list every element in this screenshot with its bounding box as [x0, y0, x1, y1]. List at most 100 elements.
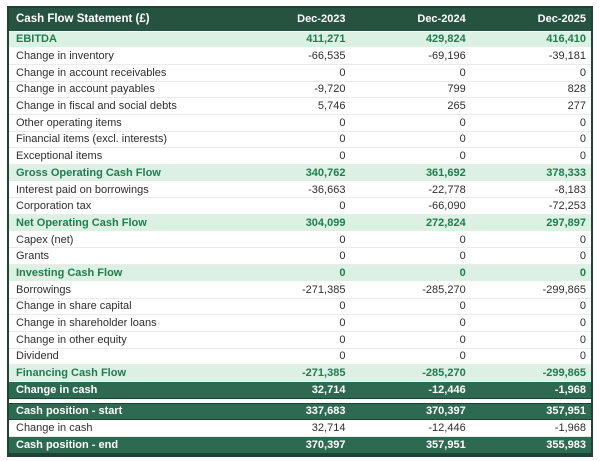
row-value: -72,253	[470, 197, 591, 216]
row-value: -12,446	[350, 419, 471, 437]
row-value: 0	[350, 64, 471, 82]
row-value: 32,714	[230, 380, 351, 399]
row-value: 0	[230, 197, 351, 216]
row-value: 0	[230, 231, 351, 249]
row-value: -1,968	[470, 419, 591, 437]
table-row: Gross Operating Cash Flow 340,762 361,692 3…	[9, 164, 591, 182]
row-value: 337,683	[230, 402, 351, 421]
row-value: -271,385	[230, 364, 351, 382]
row-value: -8,183	[470, 181, 591, 199]
row-value: -69,196	[350, 47, 471, 65]
row-label: Financing Cash Flow	[9, 364, 231, 382]
row-label: Change in share capital	[9, 298, 231, 316]
row-value: 357,951	[470, 402, 591, 421]
cash-flow-statement: Cash Flow Statement (£) Dec-2023 Dec-202…	[7, 6, 593, 457]
row-value: 357,951	[350, 436, 471, 454]
row-label: EBITDA	[9, 30, 231, 49]
row-value: 0	[230, 64, 351, 82]
row-value: 272,824	[350, 214, 471, 232]
row-label: Other operating items	[9, 114, 231, 132]
table-row: Borrowings -271,385 -285,270 -299,865	[9, 281, 591, 299]
row-value: 0	[230, 331, 351, 349]
row-value: 0	[230, 147, 351, 165]
row-label: Change in account receivables	[9, 64, 231, 82]
row-value: 0	[350, 114, 471, 132]
row-value: 0	[230, 264, 351, 282]
row-label: Borrowings	[9, 281, 231, 299]
column-header-dec-2025: Dec-2025	[470, 8, 591, 32]
row-value: 0	[230, 348, 351, 366]
row-value: 0	[230, 247, 351, 266]
section-spacer	[9, 398, 591, 404]
row-label: Investing Cash Flow	[9, 264, 231, 282]
row-value: 0	[470, 231, 591, 249]
row-value: 0	[470, 264, 591, 282]
table-row: Financial items (excl. interests) 0 0 0	[9, 131, 591, 149]
table-row: Financing Cash Flow -271,385 -285,270 -299,…	[9, 364, 591, 382]
row-value: 0	[350, 331, 471, 349]
table-row: Dividend 0 0 0	[9, 348, 591, 366]
row-value: 429,824	[350, 30, 471, 49]
table-row: Change in fiscal and social debts 5,746 26…	[9, 97, 591, 115]
row-value: 0	[350, 348, 471, 366]
row-value: -66,535	[230, 47, 351, 65]
table-row: Net Operating Cash Flow 304,099 272,824 297…	[9, 214, 591, 232]
table-row: Other operating items 0 0 0	[9, 114, 591, 132]
row-value: 304,099	[230, 214, 351, 232]
table-title: Cash Flow Statement (£)	[9, 8, 231, 32]
row-label: Change in cash	[9, 419, 231, 437]
row-value: 265	[350, 97, 471, 115]
row-value: 355,983	[470, 436, 591, 454]
row-value: 0	[230, 298, 351, 316]
row-value: -285,270	[350, 364, 471, 382]
row-value: 0	[350, 147, 471, 165]
row-value: -299,865	[470, 364, 591, 382]
row-value: 416,410	[470, 30, 591, 49]
row-value: 297,897	[470, 214, 591, 232]
row-label: Change in fiscal and social debts	[9, 97, 231, 115]
table-body-summary: Cash position - start 337,683 370,397 357,9…	[9, 402, 591, 454]
row-value: -271,385	[230, 281, 351, 299]
row-value: 0	[470, 314, 591, 332]
row-value: 0	[470, 331, 591, 349]
row-value: 0	[470, 298, 591, 316]
row-label: Change in inventory	[9, 47, 231, 65]
table-row: Change in account receivables 0 0 0	[9, 64, 591, 82]
row-label: Change in shareholder loans	[9, 314, 231, 332]
row-label: Financial items (excl. interests)	[9, 131, 231, 149]
row-value: 361,692	[350, 164, 471, 182]
table-row: Cash position - start 337,683 370,397 357,9…	[9, 402, 591, 421]
row-label: Net Operating Cash Flow	[9, 214, 231, 232]
row-value: 277	[470, 97, 591, 115]
row-value: 0	[350, 298, 471, 316]
table-header-row: Cash Flow Statement (£) Dec-2023 Dec-202…	[9, 8, 591, 32]
row-value: -285,270	[350, 281, 471, 299]
row-value: 0	[470, 131, 591, 149]
row-value: 0	[470, 348, 591, 366]
row-value: -9,720	[230, 81, 351, 99]
row-value: 0	[350, 131, 471, 149]
table-row: Grants 0 0 0	[9, 247, 591, 266]
row-value: -39,181	[470, 47, 591, 65]
row-value: 0	[470, 114, 591, 132]
row-label: Grants	[9, 247, 231, 266]
row-value: 378,333	[470, 164, 591, 182]
row-label: Capex (net)	[9, 231, 231, 249]
row-value: 370,397	[230, 436, 351, 454]
table-row: Interest paid on borrowings -36,663 -22,77…	[9, 181, 591, 199]
row-label: Exceptional items	[9, 147, 231, 165]
table-row: Change in cash 32,714 -12,446 -1,968	[9, 380, 591, 399]
row-value: 828	[470, 81, 591, 99]
row-value: -22,778	[350, 181, 471, 199]
table-row: Investing Cash Flow 0 0 0	[9, 264, 591, 282]
table-body-main: EBITDA 411,271 429,824 416,410 Change in inv…	[9, 30, 591, 399]
row-value: 0	[230, 131, 351, 149]
row-value: 799	[350, 81, 471, 99]
table-section-spacer	[9, 398, 591, 404]
row-label: Cash position - end	[9, 436, 231, 454]
cash-flow-table: Cash Flow Statement (£) Dec-2023 Dec-202…	[9, 8, 591, 454]
row-label: Change in account payables	[9, 81, 231, 99]
table-row: Change in cash 32,714 -12,446 -1,968	[9, 419, 591, 437]
row-value: 0	[350, 264, 471, 282]
